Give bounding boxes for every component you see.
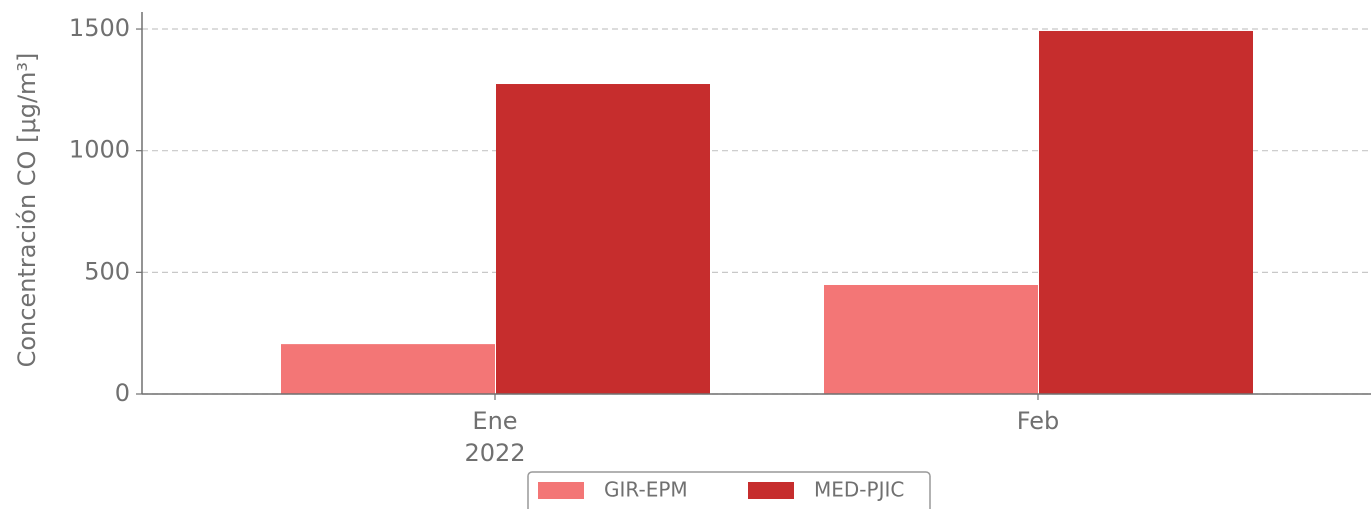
bar: [824, 284, 1038, 394]
legend-swatch: [748, 482, 794, 499]
legend-label: MED-PJIC: [814, 478, 904, 502]
x-tick-label: Ene: [472, 407, 517, 435]
y-tick-label: 500: [84, 257, 130, 285]
bar: [1039, 30, 1253, 395]
legend-swatch: [538, 482, 584, 499]
y-axis-label: Concentración CO [μg/m³]: [13, 53, 41, 368]
x-tick-sublabel: 2022: [464, 439, 525, 467]
legend-box: [527, 471, 931, 509]
legend-label: GIR-EPM: [604, 478, 688, 502]
bar: [281, 344, 495, 394]
bar: [496, 84, 710, 394]
y-tick-label: 1000: [69, 136, 130, 164]
x-tick-label: Feb: [1017, 407, 1060, 435]
y-tick-label: 0: [115, 379, 130, 407]
y-tick-label: 1500: [69, 14, 130, 42]
